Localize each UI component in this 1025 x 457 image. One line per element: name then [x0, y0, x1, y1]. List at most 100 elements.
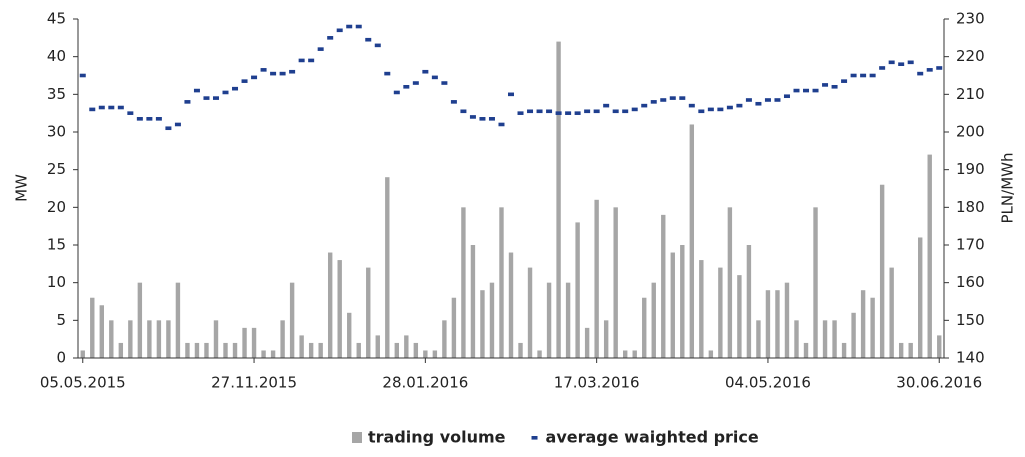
price-dash	[660, 98, 667, 102]
price-dash	[669, 96, 676, 100]
price-dash	[879, 66, 886, 70]
y2-tick-label: 180	[956, 198, 985, 216]
price-dash	[79, 73, 86, 78]
bar	[756, 320, 761, 358]
y2-tick-label: 200	[956, 123, 985, 141]
price-dash	[308, 58, 315, 63]
legend-swatch	[531, 436, 538, 440]
bar	[451, 297, 457, 358]
y2-tick-label: 170	[956, 236, 985, 254]
price-dash	[612, 109, 619, 114]
bar	[128, 320, 133, 358]
price-dash	[393, 90, 400, 95]
price-dash	[926, 68, 933, 72]
y-tick-label: 45	[47, 10, 66, 28]
bar	[270, 350, 276, 358]
price-dash	[374, 43, 381, 48]
y2-tick-label: 160	[956, 273, 985, 291]
price-dash	[289, 69, 296, 74]
price-dash	[155, 117, 162, 121]
bar	[470, 245, 476, 358]
y2-tick-label: 150	[956, 311, 985, 329]
bar	[898, 342, 904, 358]
x-tick-label: 05.05.2015	[40, 374, 126, 392]
price-dash	[317, 47, 324, 51]
y-tick-label: 40	[47, 47, 66, 65]
price-dash	[298, 58, 305, 63]
price-dash	[336, 28, 343, 33]
bar	[879, 184, 885, 358]
price-dash	[812, 88, 819, 93]
bar	[213, 320, 219, 358]
price-dash	[450, 100, 457, 104]
bar	[594, 199, 599, 358]
y-tick-label: 10	[47, 273, 66, 291]
y-axis-title: MW	[13, 174, 31, 202]
price-dash	[898, 62, 905, 66]
price-dash	[764, 98, 771, 102]
price-dash	[755, 101, 762, 106]
y-tick-label: 5	[56, 311, 66, 329]
price-dash	[593, 109, 600, 114]
bar	[889, 267, 894, 358]
price-dash	[431, 75, 438, 80]
price-dash	[422, 69, 429, 74]
price-dash	[232, 86, 239, 91]
price-dash	[850, 73, 857, 78]
bar	[927, 154, 932, 358]
bar	[642, 297, 647, 358]
bar	[118, 342, 124, 358]
bar	[413, 342, 419, 358]
price-dash	[384, 71, 391, 76]
bar	[366, 267, 371, 358]
bar	[518, 342, 523, 358]
bar	[156, 320, 162, 358]
price-dash	[803, 88, 810, 93]
y2-tick-label: 190	[956, 160, 985, 178]
bar	[166, 320, 171, 358]
bar	[242, 327, 247, 358]
price-dash	[517, 111, 524, 115]
price-dash	[527, 109, 534, 114]
bar	[851, 312, 856, 358]
bar	[90, 297, 95, 358]
bar	[603, 320, 609, 358]
price-dash	[212, 96, 219, 100]
y2-tick-label: 140	[956, 349, 985, 367]
price-dash	[412, 81, 419, 85]
bar	[918, 237, 923, 358]
bar	[480, 290, 485, 358]
bar	[185, 342, 190, 358]
price-dash	[783, 94, 790, 99]
price-dash	[108, 105, 115, 110]
bar	[689, 124, 695, 358]
bar	[775, 290, 780, 358]
bar	[680, 245, 685, 358]
y-tick-label: 30	[47, 123, 66, 141]
price-dash	[203, 96, 210, 100]
price-dash	[717, 107, 724, 112]
price-dash	[841, 79, 848, 83]
bar	[870, 297, 875, 358]
bar	[622, 350, 628, 358]
bar	[565, 282, 571, 358]
bar	[727, 207, 733, 358]
price-dash	[822, 83, 829, 87]
y-tick-label: 35	[47, 85, 66, 103]
price-dash	[508, 92, 514, 97]
bar	[508, 252, 514, 358]
bar	[860, 290, 866, 358]
legend-label: average waighted price	[546, 428, 759, 447]
price-dash	[270, 71, 277, 76]
price-dash	[707, 107, 714, 112]
bar	[442, 320, 447, 358]
bar	[80, 350, 85, 358]
bar	[194, 342, 200, 358]
bar	[813, 207, 818, 358]
price-dash	[98, 105, 105, 110]
x-tick-label: 28.01.2016	[382, 374, 468, 392]
bar	[699, 260, 704, 358]
bar	[432, 350, 438, 358]
bar	[261, 350, 266, 358]
